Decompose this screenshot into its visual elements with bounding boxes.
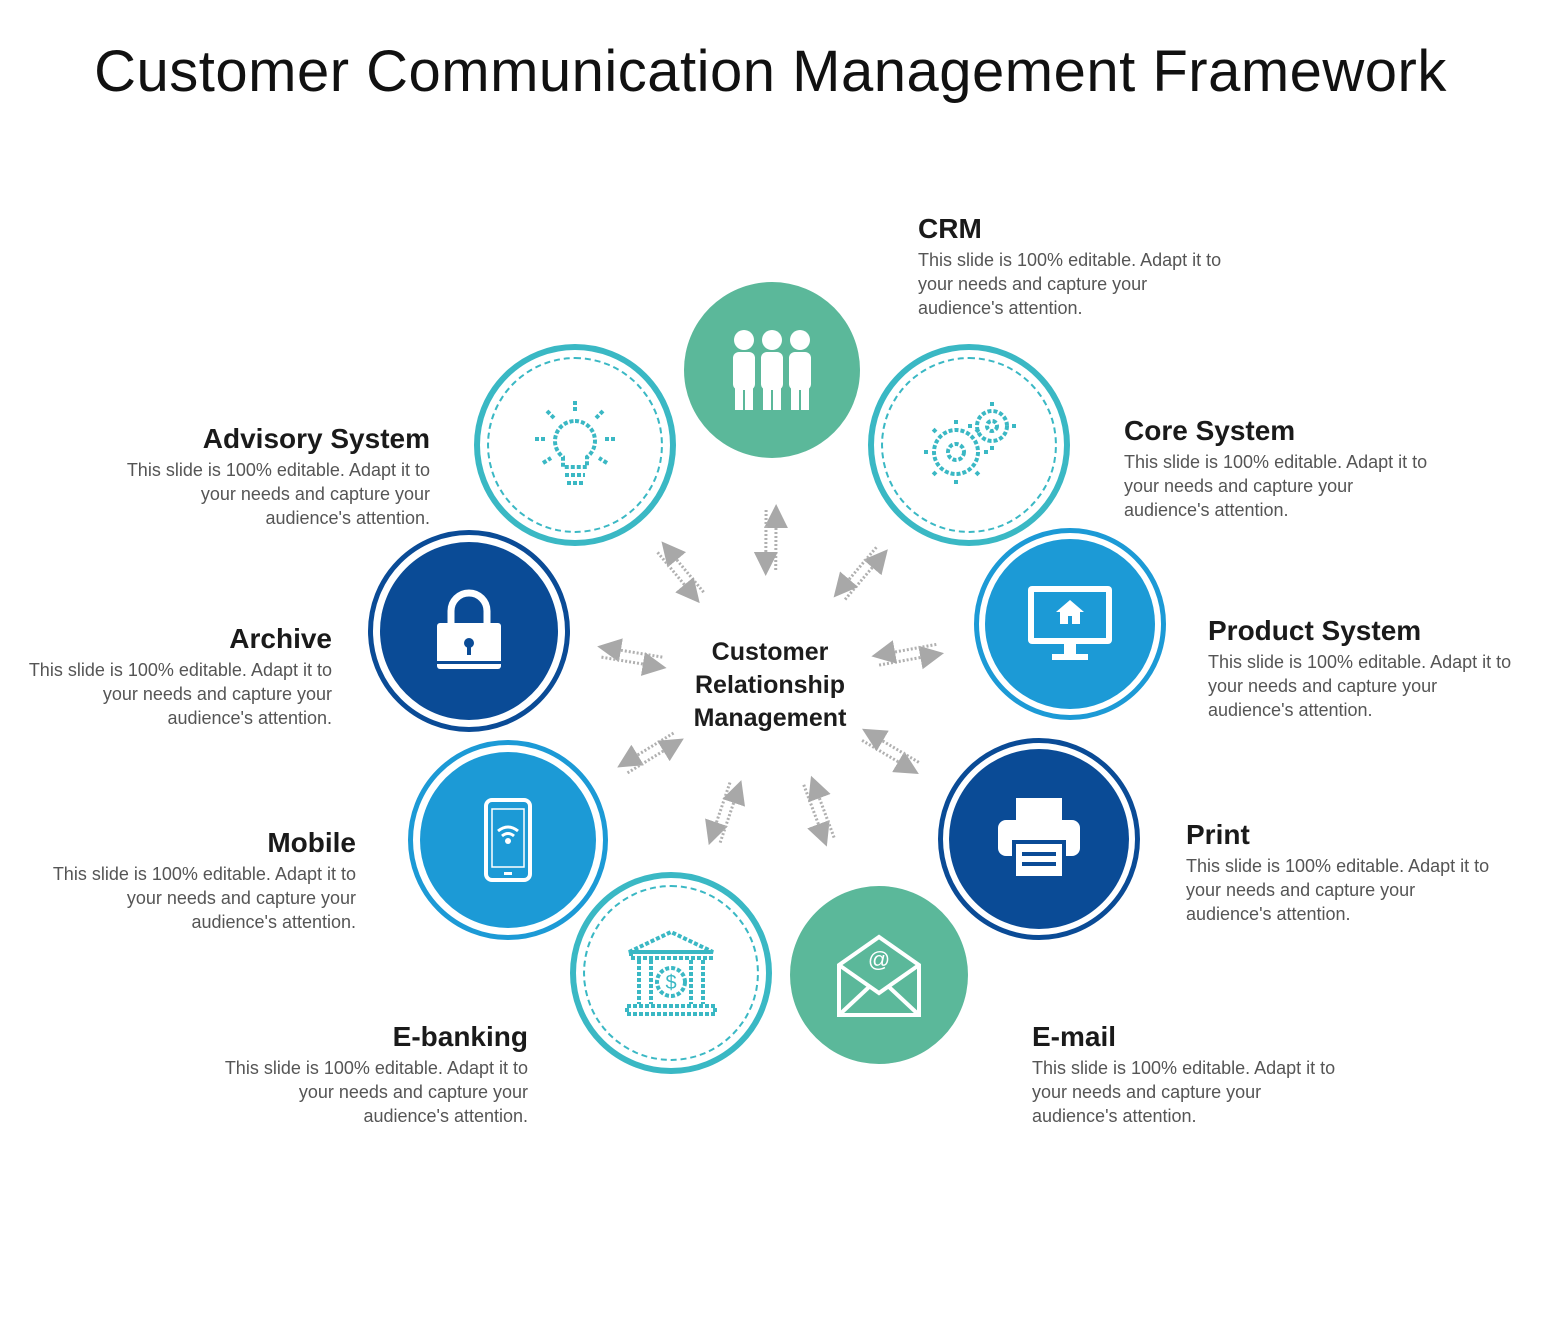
arrow-in-core-system: [833, 546, 878, 598]
printer-icon: [994, 794, 1084, 884]
node-print[interactable]: [938, 738, 1140, 940]
arrow-out-mobile: [617, 731, 675, 768]
label-archive-title: Archive: [229, 623, 332, 654]
label-crm-title: CRM: [918, 213, 982, 244]
center-line-3: Management: [693, 704, 847, 732]
center-line-1: Customer: [711, 638, 829, 666]
label-mobile-desc: This slide is 100% editable. Adapt it to…: [52, 864, 356, 932]
svg-text:$: $: [665, 972, 676, 994]
monitor-home-icon: [1024, 582, 1116, 666]
node-advisory-system[interactable]: [474, 344, 676, 546]
label-email: E-mail This slide is 100% editable. Adap…: [1032, 1020, 1342, 1128]
center-label: Customer Relationship Management: [650, 636, 890, 735]
node-ebanking[interactable]: $: [570, 872, 772, 1074]
arrow-in-archive: [601, 652, 667, 676]
label-mobile-title: Mobile: [267, 827, 356, 858]
label-email-desc: This slide is 100% editable. Adapt it to…: [1032, 1058, 1336, 1126]
label-email-title: E-mail: [1032, 1021, 1117, 1052]
label-archive: Archive This slide is 100% editable. Ada…: [22, 622, 332, 730]
node-email[interactable]: @: [790, 886, 968, 1064]
center-line-2: Relationship: [694, 671, 845, 699]
envelope-icon: @: [833, 929, 925, 1021]
arrow-out-ebanking: [705, 782, 732, 846]
arrow-in-email: [808, 775, 836, 839]
label-advisory-system: Advisory System This slide is 100% edita…: [120, 422, 430, 530]
bank-icon: $: [623, 928, 719, 1018]
label-product-system-desc: This slide is 100% editable. Adapt it to…: [1208, 652, 1512, 720]
label-crm: CRM This slide is 100% editable. Adapt i…: [918, 212, 1228, 320]
mobile-icon: [483, 797, 533, 883]
label-mobile: Mobile This slide is 100% editable. Adap…: [46, 826, 356, 934]
svg-text:@: @: [868, 947, 890, 972]
node-crm[interactable]: [684, 282, 860, 458]
page-title: Customer Communication Management Framew…: [94, 39, 1447, 104]
lock-icon: [433, 589, 505, 673]
arrow-in-print: [862, 728, 920, 764]
label-ebanking: E-banking This slide is 100% editable. A…: [218, 1020, 528, 1128]
label-core-system-title: Core System: [1124, 415, 1296, 446]
arrow-in-mobile: [626, 738, 684, 775]
arrow-in-product-system: [871, 640, 937, 664]
label-ebanking-title: E-banking: [392, 1021, 528, 1052]
arrow-out-print: [861, 739, 919, 775]
node-archive[interactable]: [368, 530, 570, 732]
label-archive-desc: This slide is 100% editable. Adapt it to…: [28, 660, 332, 728]
label-product-system-title: Product System: [1208, 615, 1422, 646]
label-core-system-desc: This slide is 100% editable. Adapt it to…: [1124, 452, 1428, 520]
arrow-in-advisory-system: [656, 551, 700, 604]
lightbulb-icon: [527, 397, 623, 493]
label-ebanking-desc: This slide is 100% editable. Adapt it to…: [224, 1058, 528, 1126]
arrow-out-email: [802, 784, 830, 847]
label-core-system: Core System This slide is 100% editable.…: [1124, 414, 1434, 522]
label-product-system: Product System This slide is 100% editab…: [1208, 614, 1518, 722]
label-crm-desc: This slide is 100% editable. Adapt it to…: [918, 250, 1222, 318]
node-product-system[interactable]: [974, 528, 1166, 720]
arrow-in-ebanking: [718, 780, 746, 844]
label-advisory-system-title: Advisory System: [202, 423, 430, 454]
label-advisory-system-desc: This slide is 100% editable. Adapt it to…: [126, 460, 430, 528]
label-print-desc: This slide is 100% editable. Adapt it to…: [1186, 856, 1490, 924]
label-print: Print This slide is 100% editable. Adapt…: [1186, 818, 1496, 926]
node-mobile[interactable]: [408, 740, 608, 940]
gears-icon: [914, 400, 1024, 490]
people-icon: [726, 328, 818, 412]
node-core-system[interactable]: [868, 344, 1070, 546]
label-print-title: Print: [1186, 819, 1250, 850]
